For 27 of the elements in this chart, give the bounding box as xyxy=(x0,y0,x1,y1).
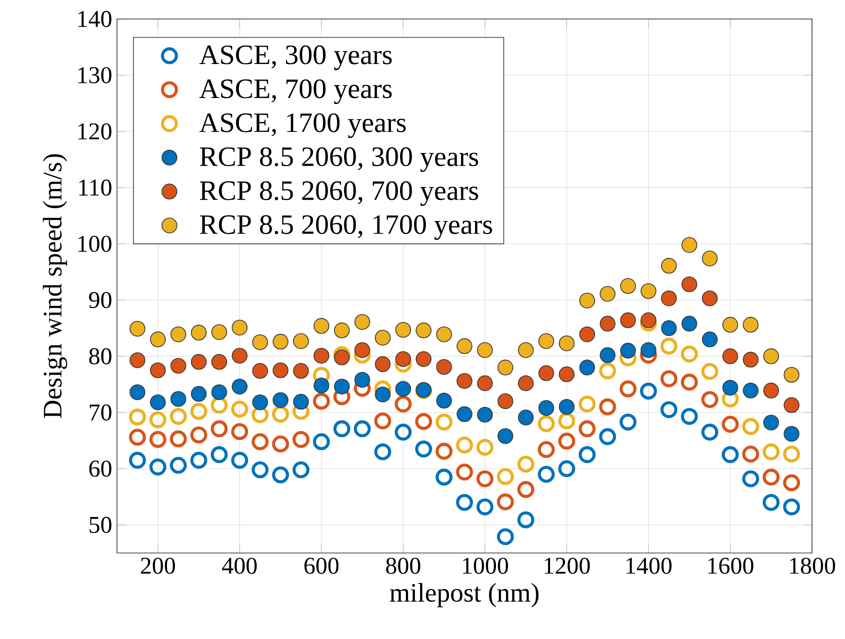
x-tick-label: 1200 xyxy=(544,558,590,574)
legend-label: RCP 8.5 2060, 1700 years xyxy=(200,215,492,240)
y-tick-label: 110 xyxy=(79,180,112,196)
y-tick-label: 100 xyxy=(78,236,112,252)
x-tick-label: 1400 xyxy=(626,558,672,574)
x-tick-label: 200 xyxy=(140,558,175,574)
legend-label: ASCE, 300 years xyxy=(199,45,392,70)
y-tick-label: 50 xyxy=(90,516,112,533)
y-tick-label: 140 xyxy=(78,10,112,28)
y-tick-label: 120 xyxy=(78,123,112,140)
y-tick-label: 60 xyxy=(89,460,112,477)
legend-label: ASCE, 1700 years xyxy=(199,113,406,138)
legend-label: RCP 8.5 2060, 700 years xyxy=(200,181,478,206)
x-tick-label: 1800 xyxy=(790,558,836,574)
x-tick-label: 800 xyxy=(386,558,420,574)
y-tick-label: 130 xyxy=(78,67,112,84)
legend-label: ASCE, 700 years xyxy=(199,79,392,104)
y-tick-label: 80 xyxy=(89,348,112,364)
y-tick-label: 90 xyxy=(89,292,112,308)
x-tick-label: 1600 xyxy=(708,558,754,574)
x-tick-label: 600 xyxy=(304,558,338,574)
y-tick-label: 70 xyxy=(90,404,112,421)
legend-label: RCP 8.5 2060, 300 years xyxy=(200,147,478,172)
x-tick-label: 1000 xyxy=(463,558,508,574)
y-axis-title: Design wind speed (m/s) xyxy=(42,154,68,418)
x-tick-label: 400 xyxy=(222,558,257,574)
x-axis-title: milepost (nm) xyxy=(390,583,539,608)
